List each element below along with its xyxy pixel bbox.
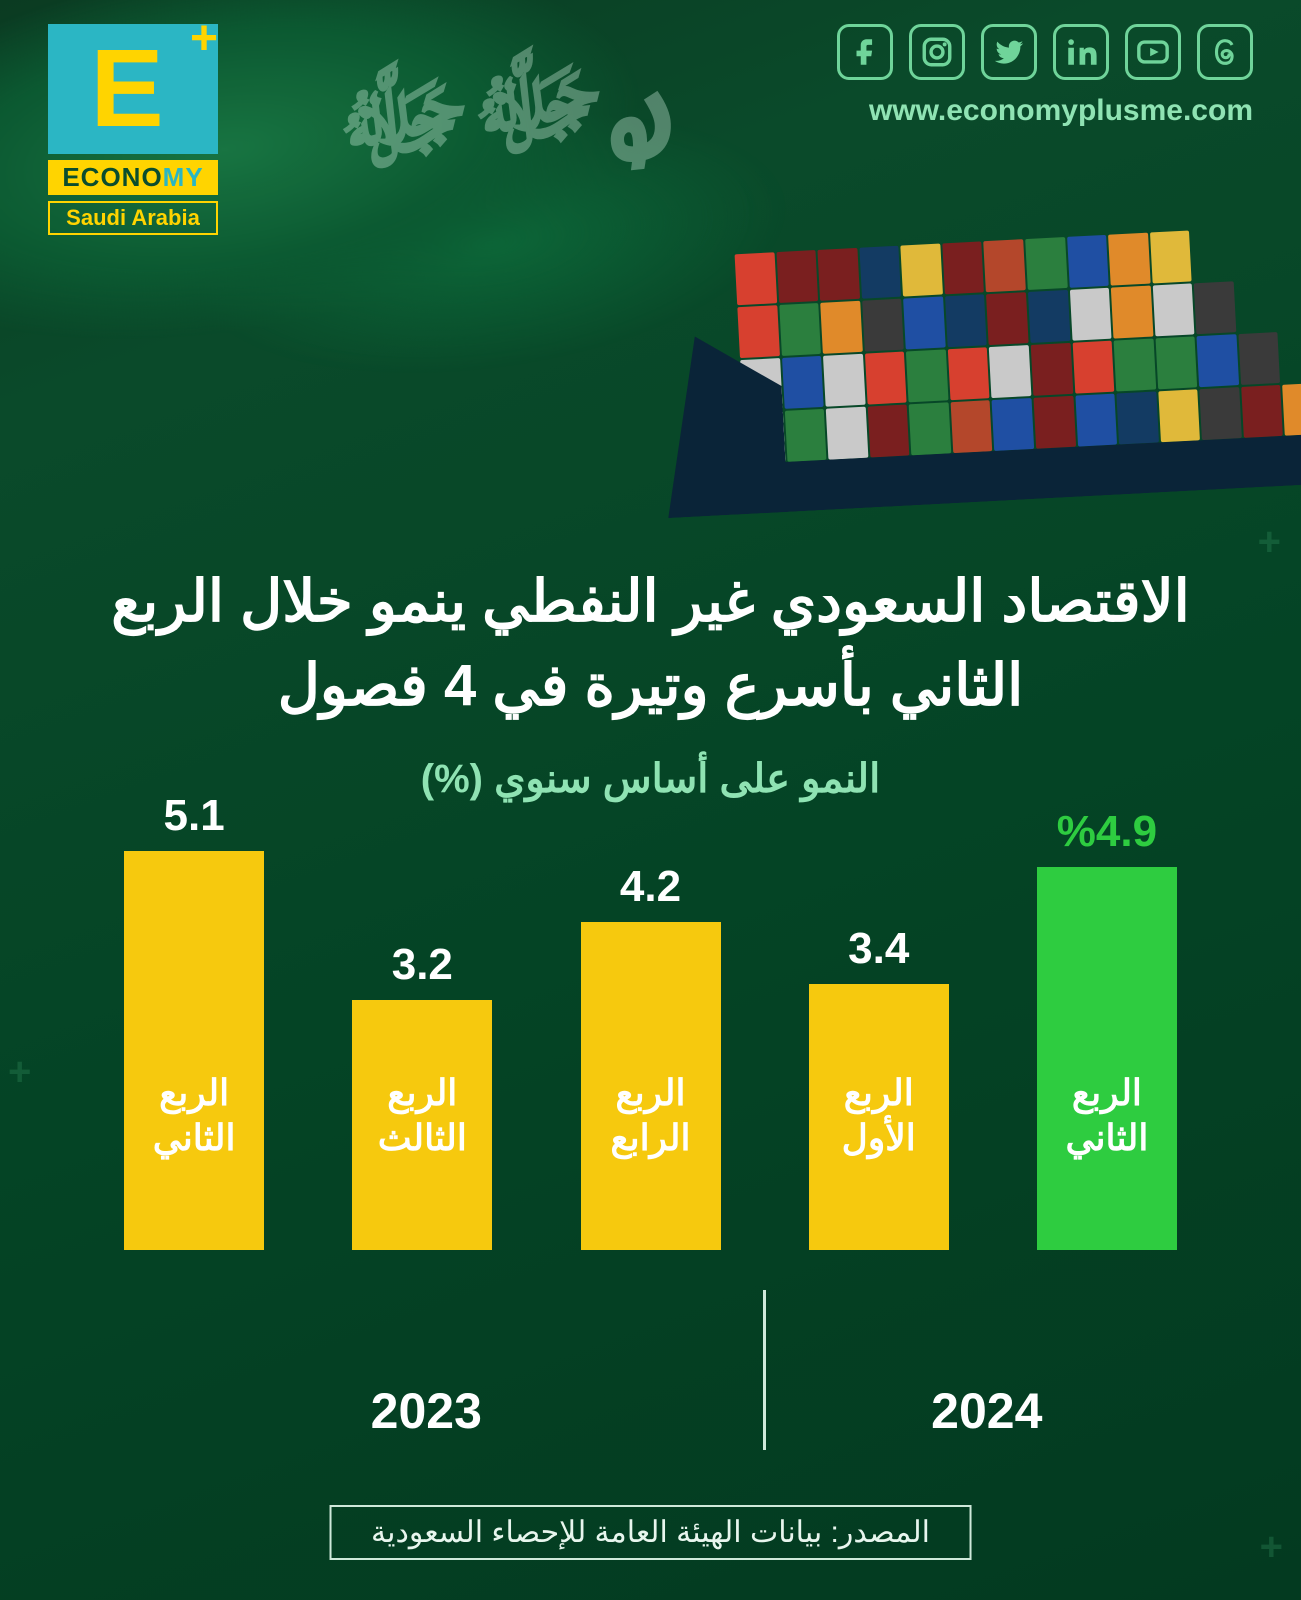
- bar-value-label: %4.9: [1057, 807, 1157, 857]
- watermark-plus: +: [8, 1050, 31, 1095]
- logo-mark: E +: [48, 24, 218, 154]
- linkedin-icon[interactable]: [1053, 24, 1109, 80]
- bar-rect: [124, 851, 264, 1250]
- header-right: www.economyplusme.com: [837, 24, 1253, 128]
- bar: 5.1 الربعالثاني: [100, 791, 288, 1250]
- bar-quarter-label: الربعالرابع: [561, 1070, 741, 1160]
- logo-word-part1: ECONO: [62, 162, 162, 192]
- bar-quarter-label: الربعالأول: [789, 1070, 969, 1160]
- bar-value-label: 3.4: [848, 924, 909, 974]
- logo-letter: E: [90, 34, 163, 144]
- year-label: 2024: [763, 1382, 1211, 1440]
- bar-quarter-label: الربعالثالث: [332, 1070, 512, 1160]
- bar: 4.2 الربعالرابع: [556, 862, 744, 1250]
- logo-plus-icon: +: [182, 16, 226, 60]
- year-label: 2023: [90, 1382, 763, 1440]
- bar: %4.9 الربعالثاني: [1013, 807, 1201, 1250]
- headline: الاقتصاد السعودي غير النفطي ينمو خلال ال…: [60, 560, 1241, 728]
- logo-word-part2: MY: [163, 162, 204, 192]
- brand-logo: E + ECONOMY Saudi Arabia: [48, 24, 218, 235]
- bar-value-label: 3.2: [392, 940, 453, 990]
- watermark-plus: +: [1258, 520, 1281, 565]
- bar-value-label: 5.1: [164, 791, 225, 841]
- bars-container: 5.1الربعالثاني3.2الربعالثالث4.2الربعالرا…: [90, 800, 1211, 1250]
- year-divider: [763, 1290, 766, 1450]
- instagram-icon[interactable]: [909, 24, 965, 80]
- threads-icon[interactable]: [1197, 24, 1253, 80]
- website-url[interactable]: www.economyplusme.com: [869, 94, 1253, 128]
- logo-wordmark: ECONOMY: [48, 160, 218, 195]
- year-axis: 20232024: [90, 1382, 1211, 1440]
- source-citation: المصدر: بيانات الهيئة العامة للإحصاء الس…: [329, 1505, 972, 1560]
- watermark-plus: +: [1260, 1525, 1283, 1570]
- ship-containers: [735, 224, 1301, 464]
- bar-quarter-label: الربعالثاني: [1017, 1070, 1197, 1160]
- social-icons-row: [837, 24, 1253, 80]
- infographic-root: ࢪﷻﷻ + + + E + ECONOMY Saudi Arabia www: [0, 0, 1301, 1600]
- bar-rect: [1037, 867, 1177, 1250]
- bar-quarter-label: الربعالثاني: [104, 1070, 284, 1160]
- facebook-icon[interactable]: [837, 24, 893, 80]
- logo-region: Saudi Arabia: [48, 201, 218, 235]
- container-ship-graphic: [695, 224, 1301, 516]
- youtube-icon[interactable]: [1125, 24, 1181, 80]
- bar: 3.4 الربعالأول: [785, 924, 973, 1250]
- bar-value-label: 4.2: [620, 862, 681, 912]
- title-block: الاقتصاد السعودي غير النفطي ينمو خلال ال…: [0, 560, 1301, 802]
- bar: 3.2 الربعالثالث: [328, 940, 516, 1250]
- header: E + ECONOMY Saudi Arabia www.economyplus…: [0, 0, 1301, 200]
- twitter-icon[interactable]: [981, 24, 1037, 80]
- growth-bar-chart: 5.1الربعالثاني3.2الربعالثالث4.2الربعالرا…: [90, 800, 1211, 1420]
